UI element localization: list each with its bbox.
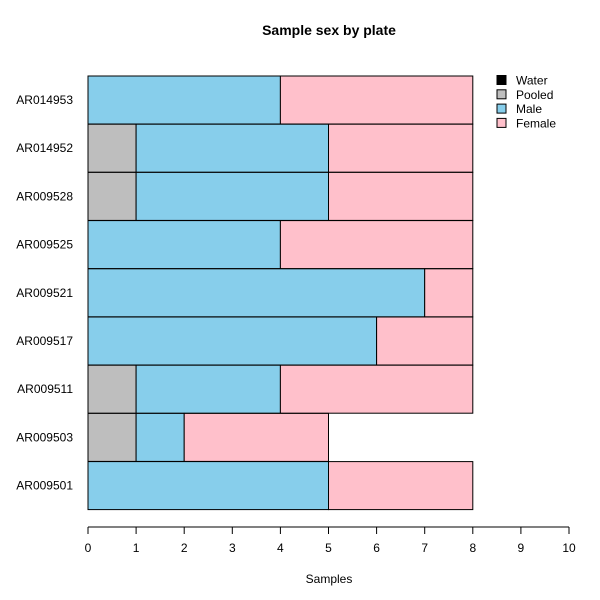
x-tick-label-1: 1 xyxy=(133,541,140,555)
legend-swatch-pooled xyxy=(496,89,507,100)
bar-ar009521-female xyxy=(424,268,474,318)
y-tick-label-ar009521: AR009521 xyxy=(16,286,73,300)
x-tick-label-8: 8 xyxy=(469,541,476,555)
x-axis-label: Samples xyxy=(306,572,353,586)
bar-ar009521-male xyxy=(87,268,426,318)
bar-ar009517-male xyxy=(87,316,378,366)
y-tick-labels: AR014953 AR014952 AR009528 AR009525 AR009521… xyxy=(16,93,73,493)
bar-ar009525-female xyxy=(279,220,474,270)
bar-ar009511-pooled xyxy=(87,364,137,414)
x-tick-label-3: 3 xyxy=(229,541,236,555)
bar-ar009503-male xyxy=(135,412,185,462)
y-tick-label-ar009525: AR009525 xyxy=(16,238,73,252)
bar-ar009528-male xyxy=(135,171,329,221)
y-tick-label-ar009517: AR009517 xyxy=(16,334,73,348)
x-tick-label-2: 2 xyxy=(181,541,188,555)
legend-label-male: Male xyxy=(516,102,542,116)
chart-title: Sample sex by plate xyxy=(262,22,396,38)
bar-ar009528-female xyxy=(328,171,474,221)
bars-group xyxy=(87,75,474,511)
bar-ar009528-pooled xyxy=(87,171,137,221)
bar-ar009511-female xyxy=(279,364,474,414)
bar-ar014952-female xyxy=(328,123,474,173)
bar-ar009501-male xyxy=(87,461,329,511)
legend-swatch-female xyxy=(496,117,507,128)
y-tick-label-ar009528: AR009528 xyxy=(16,189,73,203)
legend-swatch-male xyxy=(496,103,507,114)
x-tick-label-7: 7 xyxy=(421,541,428,555)
x-tick-label-5: 5 xyxy=(325,541,332,555)
y-tick-label-ar014952: AR014952 xyxy=(16,141,73,155)
x-tick-label-9: 9 xyxy=(518,541,525,555)
bar-ar009511-male xyxy=(135,364,281,414)
bar-ar014952-male xyxy=(135,123,329,173)
x-tick-label-4: 4 xyxy=(277,541,284,555)
x-tick-label-10: 10 xyxy=(562,541,576,555)
bar-ar009525-male xyxy=(87,220,281,270)
legend-label-water: Water xyxy=(516,74,548,88)
bar-ar009503-female xyxy=(183,412,329,462)
bar-ar014952-pooled xyxy=(87,123,137,173)
legend-swatch-water xyxy=(496,75,507,85)
y-tick-label-ar014953: AR014953 xyxy=(16,93,73,107)
x-tick-label-6: 6 xyxy=(373,541,380,555)
legend-label-pooled: Pooled xyxy=(516,88,553,102)
bar-ar009501-female xyxy=(328,461,474,511)
y-tick-label-ar009511: AR009511 xyxy=(17,382,73,396)
y-tick-label-ar009501: AR009501 xyxy=(16,479,73,493)
bar-ar009503-pooled xyxy=(87,412,137,462)
bar-ar014953-male xyxy=(87,75,281,125)
y-tick-label-ar009503: AR009503 xyxy=(16,430,73,444)
x-tick-label-0: 0 xyxy=(85,541,92,555)
bar-ar014953-female xyxy=(279,75,474,125)
legend-label-female: Female xyxy=(516,116,556,130)
x-axis: 0 1 2 3 4 5 6 7 8 9 10 xyxy=(85,526,576,555)
bar-ar009517-female xyxy=(376,316,474,366)
